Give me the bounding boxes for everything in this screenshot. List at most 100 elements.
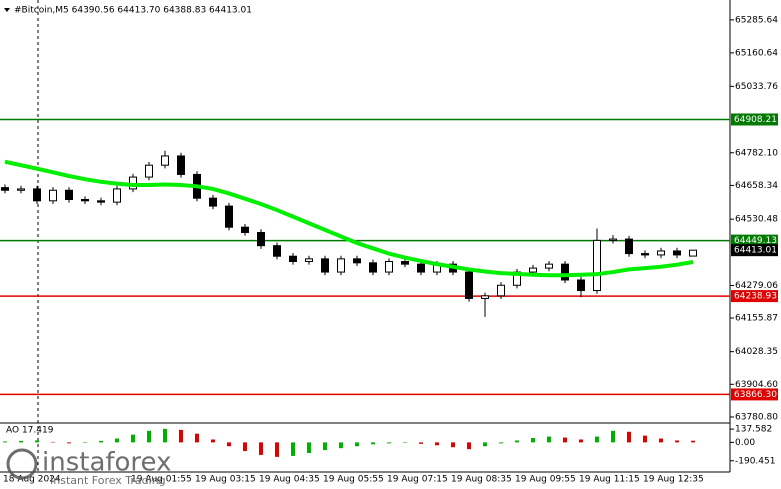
ao-bar (467, 442, 471, 450)
candle-body (33, 188, 41, 202)
x-tick-label: 19 Aug 09:55 (515, 475, 576, 485)
candle-body (257, 231, 265, 247)
level-label: 64238.93 (734, 292, 777, 302)
candle-body (17, 188, 25, 191)
candle-body (241, 226, 249, 233)
candle-body (545, 263, 553, 269)
y-tick-label: 64530.48 (735, 215, 778, 225)
ao-y-tick-label: -190.451 (735, 456, 775, 466)
ao-bar (595, 436, 599, 443)
ao-bar (227, 442, 231, 447)
candle-body (209, 197, 217, 207)
candle-body (289, 255, 297, 263)
candle-body (369, 262, 377, 273)
ao-bar (67, 442, 71, 444)
candle-body (689, 249, 697, 257)
level-label-box (731, 290, 778, 303)
ao-y-tick-label: 137.582 (735, 425, 772, 435)
current-price-box (731, 244, 778, 257)
ao-bar (3, 441, 7, 443)
x-tick-label: 19 Aug 03:15 (195, 475, 256, 485)
y-tick-label: 64279.06 (735, 281, 778, 291)
logo-icon (6, 448, 38, 480)
ao-bar (163, 428, 167, 443)
candle-body (1, 187, 9, 191)
plot: 65285.64 65160.64 65033.76 64782.10 64658.34… (0, 15, 778, 485)
moving-average (4, 159, 694, 278)
ao-bar (291, 442, 295, 456)
ao-bar (83, 442, 87, 443)
candle-body (353, 258, 361, 264)
candle-body (337, 258, 345, 273)
ao-bar (99, 440, 103, 443)
candle-body (49, 189, 57, 202)
ao-title: AO 17.419 (6, 426, 54, 436)
ao-bar (211, 439, 215, 443)
ao-bar (339, 442, 343, 449)
x-tick-label: 18 Aug 2024 (3, 475, 61, 485)
ao-bar (243, 442, 247, 452)
candle-body (65, 189, 73, 200)
x-tick-label: 19 Aug 08:35 (451, 475, 512, 485)
ao-bar (403, 442, 407, 443)
ao-bar (275, 442, 279, 457)
level-label-box (731, 234, 778, 247)
x-tick-label: 19 Aug 04:35 (259, 475, 320, 485)
candle-body (609, 238, 617, 241)
ao-bar (355, 442, 359, 447)
candle-body (417, 263, 425, 273)
candle-body (113, 188, 121, 203)
candle-body (481, 295, 489, 299)
ao-bar (579, 439, 583, 443)
x-tick-label: 19 Aug 01:55 (131, 475, 192, 485)
candle-body (177, 155, 185, 175)
y-tick-label: 64028.35 (735, 347, 778, 357)
level-label-box (731, 113, 778, 126)
candle-body (401, 261, 409, 265)
y-tick-label: 63780.80 (735, 412, 778, 422)
x-tick-label: 19 Aug 12:35 (643, 475, 704, 485)
ao-bar (659, 438, 663, 443)
ao-bar (435, 442, 439, 446)
ao-bar (483, 442, 487, 447)
ao-y-tick-label: 0.00 (735, 438, 755, 448)
ao-bar (531, 438, 535, 443)
ao-bar (451, 442, 455, 448)
logo: instaforex Instant Forex Trading (6, 448, 171, 487)
ao-bar (563, 437, 567, 443)
ao-bar (307, 442, 311, 453)
candle-body (145, 164, 153, 178)
level-label-box (731, 388, 778, 401)
x-tick-label: 19 Aug 11:15 (579, 475, 640, 485)
ao-bar (51, 441, 55, 443)
ao-bar (147, 430, 151, 443)
candle-body (161, 155, 169, 166)
logo-tagline: Instant Forex Trading (50, 474, 166, 487)
x-tick-label: 19 Aug 07:15 (387, 475, 448, 485)
ao-bar (131, 434, 135, 443)
y-tick-label: 65033.76 (735, 82, 778, 92)
title-arrow (4, 8, 10, 12)
ao-bar (643, 435, 647, 443)
x-tick-label: 19 Aug 05:55 (323, 475, 384, 485)
candle-body (593, 239, 601, 292)
candle-body (321, 258, 329, 273)
ao-bar (499, 442, 503, 444)
ao-bar (611, 430, 615, 443)
y-tick-label: 64155.87 (735, 314, 778, 324)
candle-body (657, 250, 665, 256)
ao-bar (195, 433, 199, 443)
candle-body (225, 205, 233, 228)
candle-body (385, 261, 393, 273)
ao-bar (371, 442, 375, 445)
ao-bar (515, 440, 519, 443)
candle-body (673, 250, 681, 256)
candle-body (305, 258, 313, 263)
ao-bar (115, 438, 119, 443)
candle-body (273, 245, 281, 257)
candle-body (465, 271, 473, 299)
candle-body (529, 267, 537, 273)
candle-body (561, 263, 569, 281)
y-tick-label: 64782.10 (735, 148, 778, 158)
